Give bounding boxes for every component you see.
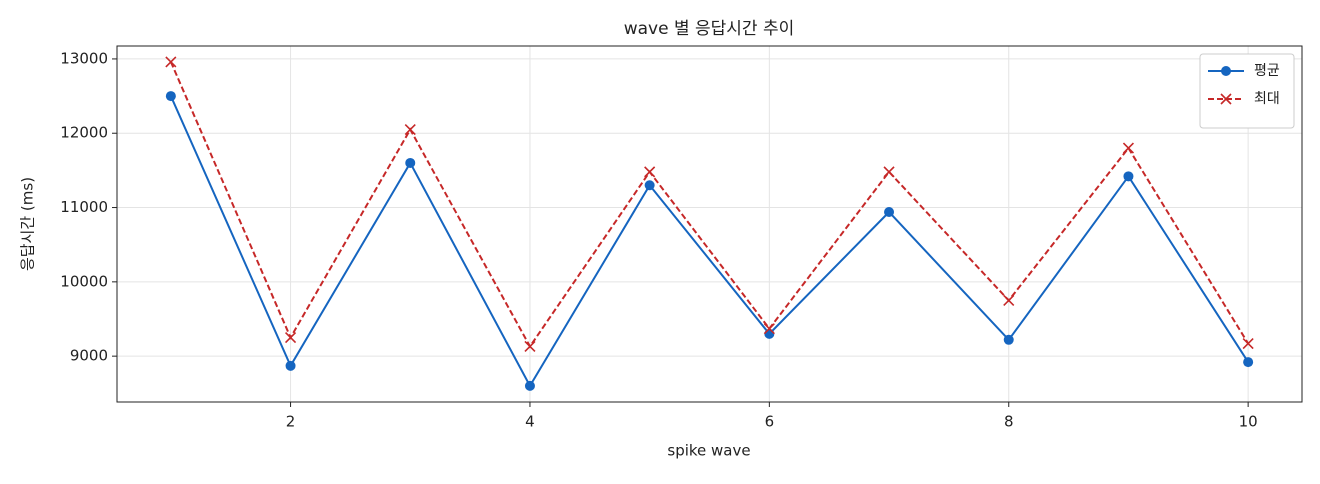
point: [165, 56, 177, 68]
point: [1003, 334, 1014, 345]
point: [524, 340, 536, 353]
legend-marker: [1221, 66, 1231, 76]
point: [1242, 337, 1254, 350]
legend-label: 최대: [1254, 91, 1280, 107]
series-line: [169, 95, 1249, 388]
x-tick-label: 8: [1004, 413, 1014, 431]
point: [644, 180, 655, 191]
y-tick-label: 13000: [60, 49, 108, 67]
y-tick-label: 9000: [70, 347, 108, 365]
y-tick-label: 11000: [60, 198, 108, 216]
point: [285, 360, 296, 371]
point: [165, 91, 176, 102]
point: [1243, 357, 1254, 368]
point: [404, 123, 416, 136]
y-tick-label: 12000: [60, 124, 108, 142]
point: [1123, 171, 1134, 182]
point: [884, 206, 895, 217]
y-tick-label: 10000: [60, 272, 108, 290]
point: [405, 157, 416, 168]
x-tick-label: 6: [765, 413, 775, 431]
point: [1122, 142, 1135, 154]
legend-label: 평균: [1254, 63, 1280, 79]
point: [764, 328, 775, 339]
point: [524, 380, 535, 391]
legend-marker: [1220, 93, 1232, 105]
x-tick-label: 2: [286, 413, 296, 431]
plot-frame: [116, 45, 1303, 403]
point: [1003, 294, 1015, 306]
x-axis-label: spike wave: [667, 442, 750, 460]
point: [883, 166, 895, 178]
x-tick-label: 4: [525, 413, 535, 431]
point: [644, 166, 656, 178]
y-axis-label: 응답시간 (ms): [19, 177, 37, 271]
legend-frame: [1199, 53, 1295, 129]
x-tick-label: 10: [1239, 413, 1258, 431]
point: [284, 332, 297, 344]
chart-title: wave 별 응답시간 추이: [624, 19, 795, 39]
series-line: [169, 61, 1249, 349]
point: [763, 323, 775, 335]
